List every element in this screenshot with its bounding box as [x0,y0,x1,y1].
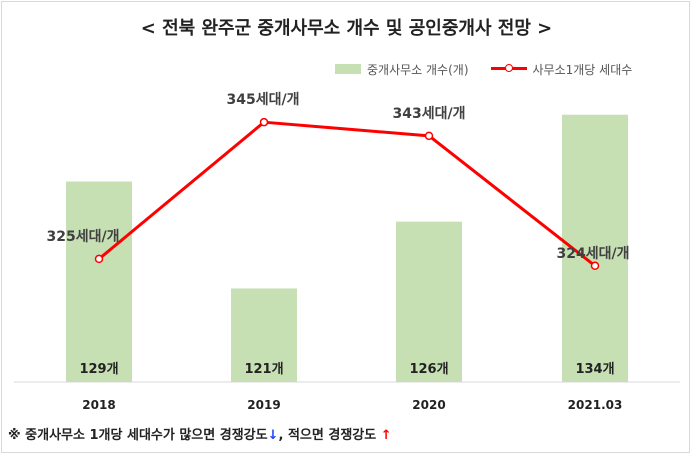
x-tick-label: 2019 [247,398,280,412]
footnote: ※ 중개사무소 1개당 세대수가 많으면 경쟁강도↓, 적으면 경쟁강도 ↑ [8,424,392,443]
x-tick-label: 2020 [412,398,445,412]
line-point-2018 [94,254,104,264]
bar-value-label: 134개 [575,362,614,377]
line-value-label: 345세대/개 [227,92,300,108]
bar-value-label: 129개 [79,362,118,377]
bar-value-label: 126개 [409,362,448,377]
footnote-text-1: ※ 중개사무소 1개당 세대수가 많으면 경쟁강도 [8,428,268,443]
legend-bar-swatch [335,64,361,74]
line-value-label: 343세대/개 [393,106,466,122]
line-series-path [98,120,596,267]
line-point-2019 [259,117,269,127]
bar-2018 [66,181,132,382]
line-value-label: 324세대/개 [557,246,630,262]
line-point-2021.03 [590,261,600,271]
line-point-2020 [424,131,434,141]
bar-value-label: 121개 [244,362,283,377]
legend-line-label: 사무소1개당 세대수 [532,62,633,77]
bar-2019 [231,288,297,382]
line-value-label: 325세대/개 [47,229,120,245]
bar-2020 [396,221,462,382]
x-tick-label: 2018 [82,398,115,412]
chart-title: < 전북 완주군 중개사무소 개수 및 공인중개사 전망 > [140,18,553,39]
x-tick-label: 2021.03 [568,398,623,412]
arrow-up-icon: ↑ [380,428,392,443]
legend-line-swatch [490,64,527,74]
chart-legend: 중개사무소 개수(개) 사무소1개당 세대수 [335,60,632,78]
arrow-down-icon: ↓ [267,428,279,443]
legend-bar-label: 중개사무소 개수(개) [367,62,469,77]
footnote-text-2: , 적으면 경쟁강도 [278,428,381,443]
